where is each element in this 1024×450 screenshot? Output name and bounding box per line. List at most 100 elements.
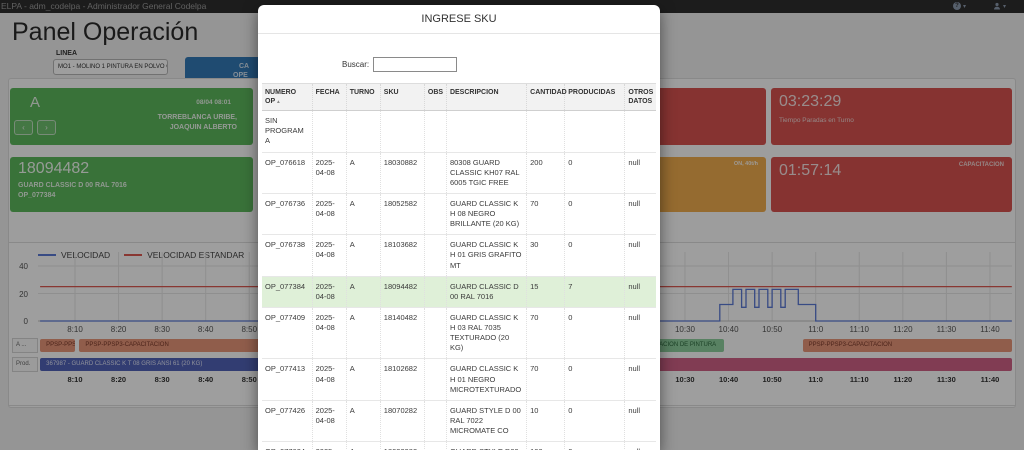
legend-line-icon	[38, 254, 56, 256]
column-header-cantidad[interactable]: CANTIDAD	[526, 82, 567, 112]
column-header-sku[interactable]: SKU	[380, 82, 425, 112]
table-cell: GUARD STYLE D09 GRIS MERCURIO METALIZADO	[446, 441, 528, 450]
chart-legend: VELOCIDAD VELOCIDAD ESTANDAR	[38, 250, 244, 260]
x-tick-label: 11:0	[808, 325, 824, 334]
x-tick-label: 8:40	[197, 325, 214, 334]
table-row[interactable]: OP_077384 2025-04-08 A 18094482 GUARD CLASSI…	[262, 276, 656, 308]
table-cell	[446, 110, 528, 153]
column-header-turno[interactable]: TURNO	[346, 82, 381, 112]
modal-header: INGRESE SKU	[258, 5, 660, 34]
column-header-obs[interactable]: OBS	[424, 82, 447, 112]
shift-prev-button[interactable]: ‹	[14, 120, 33, 135]
table-cell: OP_077426	[262, 400, 313, 443]
table-cell: 200	[526, 152, 566, 194]
gantt-row-label: Prod.	[12, 357, 38, 372]
gantt-bar: PPSP-PPSP...	[40, 339, 75, 352]
column-header-fecha[interactable]: FECHA	[312, 82, 347, 112]
x-tick-label: 11:20	[893, 375, 913, 384]
user-menu[interactable]: ▾	[993, 2, 1006, 10]
x-tick-label: 8:20	[110, 325, 127, 334]
capacitacion-timer-panel: 01:57:14 CAPACITACION	[771, 157, 1012, 212]
table-cell: null	[624, 193, 656, 236]
table-cell	[424, 110, 447, 153]
table-cell: A	[346, 307, 381, 360]
action-button-text-line1: CA	[239, 63, 250, 70]
shift-letter: A	[30, 94, 41, 111]
table-cell: A	[346, 400, 381, 443]
table-cell	[312, 110, 347, 153]
table-cell: 0	[564, 400, 626, 443]
table-cell: 0	[564, 234, 626, 277]
column-header-otros-datos[interactable]: OTROS DATOS	[624, 82, 656, 112]
x-tick-label: 11:40	[980, 325, 1000, 334]
table-cell: 70	[526, 193, 566, 236]
operator-name: TORREBLANCA URIBE, JOAQUIN ALBERTO	[157, 114, 237, 131]
table-cell: OP_077409	[262, 307, 313, 360]
table-cell: A	[346, 358, 381, 401]
table-cell: null	[624, 441, 656, 450]
table-search: Buscar:	[342, 57, 458, 72]
table-cell: 2025-04-08	[312, 307, 347, 360]
linea-select[interactable]: MO1 - MOLINO 1 PINTURA EN POLVO CAJAS ▾	[53, 59, 168, 75]
table-cell: OP_076738	[262, 234, 313, 277]
shift-next-button[interactable]: ›	[37, 120, 56, 135]
paradas-time: 03:23:29	[779, 93, 842, 110]
table-cell: null	[624, 307, 656, 360]
table-cell: 7	[564, 276, 626, 308]
column-header-numero-op[interactable]: NUMERO OP ▴	[262, 82, 313, 112]
table-row[interactable]: OP_077409 2025-04-08 A 18140482 GUARD CLASSI…	[262, 307, 656, 360]
table-row[interactable]: OP_0776242025-04-08A18033982 GUARD STYLE …	[262, 441, 656, 450]
table-row[interactable]: OP_076618 2025-04-08 A 18030882 80308 GUARD …	[262, 152, 656, 194]
table-cell: 18070282	[380, 400, 425, 443]
table-cell: SIN PROGRAMA	[262, 110, 313, 153]
table-row[interactable]: OP_076736 2025-04-08 A 18052582 GUARD CLASSI…	[262, 193, 656, 236]
table-cell	[424, 400, 447, 443]
table-cell: 18094482	[380, 276, 425, 308]
x-tick-label: 10:40	[718, 325, 739, 334]
legend-line-icon	[124, 254, 143, 256]
table-cell: null	[624, 276, 656, 308]
modal-title: INGRESE SKU	[421, 13, 497, 25]
table-cell: 2025-04-08	[312, 152, 347, 194]
help-icon: ?	[953, 2, 961, 10]
sku-table: NUMERO OP ▴ FECHA TURNO SKU OBS DESCRIPCION CAN…	[262, 82, 656, 450]
column-header-producidas[interactable]: PRODUCIDAS	[564, 82, 626, 112]
table-cell: GUARD CLASSIC K H 03 RAL 7035 TEXTURADO …	[446, 307, 528, 360]
table-cell: 30	[526, 234, 566, 277]
x-tick-label: 8:40	[198, 375, 214, 384]
table-row[interactable]: OP_076738 2025-04-08 A 18103682 GUARD CLASSI…	[262, 234, 656, 277]
table-row[interactable]: SIN PROGRAMA	[262, 110, 656, 153]
table-cell	[424, 441, 447, 450]
table-cell	[564, 110, 626, 153]
paradas-timer-panel: 03:23:29 Tiempo Paradas en Turno	[771, 88, 1012, 145]
table-cell: 18102682	[380, 358, 425, 401]
table-cell	[624, 110, 656, 153]
table-cell: 10	[526, 400, 566, 443]
current-op-number: OP_077384	[18, 192, 56, 199]
gantt-bar: PPSP-PPSP3-CAPACITACION	[802, 339, 1012, 352]
user-icon	[994, 2, 1000, 10]
x-tick-label: 11:0	[808, 375, 823, 384]
table-cell: OP_077384	[262, 276, 313, 308]
x-tick-label: 8:30	[154, 325, 170, 334]
table-row[interactable]: OP_077426 2025-04-08 A 18070282 GUARD STYLE …	[262, 400, 656, 443]
table-row[interactable]: OP_077413 2025-04-08 A 18102682 GUARD CLASSI…	[262, 358, 656, 401]
x-tick-label: 8:20	[111, 375, 127, 384]
legend-label: VELOCIDAD	[61, 250, 111, 260]
x-tick-label: 11:30	[937, 375, 956, 384]
table-cell: 15	[526, 276, 566, 308]
shift-datetime: 08/04 08:01	[196, 99, 231, 106]
table-cell: 0	[564, 193, 626, 236]
search-input[interactable]	[373, 57, 458, 72]
table-cell: 0	[564, 358, 626, 401]
table-cell: 2025-04-08	[312, 234, 347, 277]
table-cell: 100	[526, 441, 566, 450]
table-cell: GUARD CLASSIC K H 08 NEGRO BRILLANTE (20…	[446, 193, 528, 236]
table-cell: 70	[526, 307, 566, 360]
x-tick-label: 10:30	[675, 375, 695, 384]
paradas-label: Tiempo Paradas en Turno	[779, 117, 854, 124]
table-cell: null	[624, 358, 656, 401]
help-menu[interactable]: ? ▾	[953, 2, 966, 10]
table-cell: OP_076618	[262, 152, 313, 194]
column-header-descripcion[interactable]: DESCRIPCION	[446, 82, 528, 112]
